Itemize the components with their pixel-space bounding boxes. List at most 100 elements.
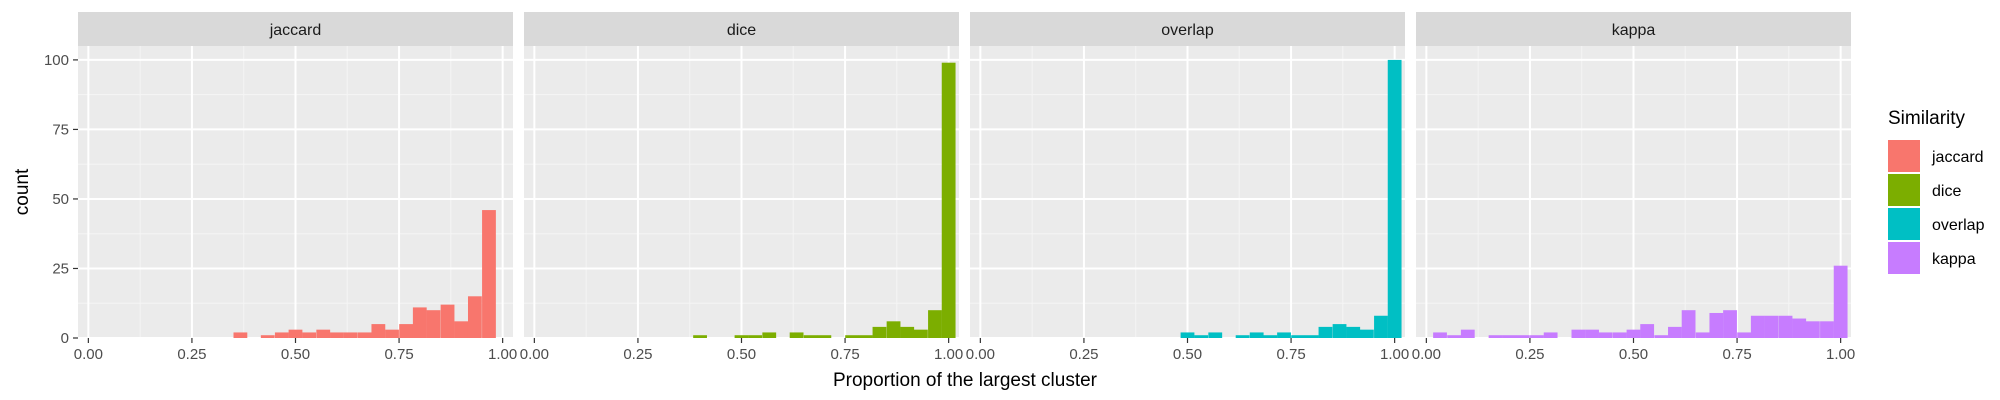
histogram-bar	[1640, 324, 1655, 338]
facet-strip-label: jaccard	[269, 22, 322, 39]
histogram-bar	[693, 335, 707, 338]
legend-key-dice	[1888, 174, 1920, 206]
histogram-bar	[803, 335, 818, 338]
histogram-bar	[233, 332, 248, 338]
histogram-bar	[1263, 335, 1278, 338]
x-tick-label: 1.00	[488, 346, 517, 363]
histogram-bar	[1737, 332, 1752, 338]
y-tick-label: 0	[61, 330, 69, 347]
histogram-bar	[1792, 318, 1807, 338]
histogram-bar	[440, 304, 455, 338]
histogram-bar	[900, 326, 915, 338]
histogram-bar	[734, 335, 749, 338]
histogram-bar	[1180, 332, 1195, 338]
histogram-bar	[454, 321, 469, 338]
histogram-bar	[1208, 332, 1223, 338]
histogram-bar	[399, 324, 414, 338]
histogram-bar	[274, 332, 289, 338]
histogram-bar	[1778, 315, 1793, 338]
facet-panel-jaccard: jaccard 0.00 0.25 0.50 0.75 1.00	[74, 12, 517, 363]
facet-panel-dice: dice 0.00 0.25 0.50 0.75 1.00	[520, 12, 963, 363]
histogram-bar	[1194, 335, 1209, 338]
legend-label-overlap: overlap	[1932, 217, 1985, 234]
facet-panel-kappa: kappa 0.00 0.25 0.50 0.75 1.00	[1412, 12, 1855, 363]
histogram-bar	[302, 332, 317, 338]
histogram-bar	[1277, 332, 1291, 338]
facet-strip-label: dice	[727, 22, 756, 39]
histogram-bar	[858, 335, 873, 338]
histogram-bar	[1318, 326, 1333, 338]
facet-strip	[78, 12, 513, 46]
histogram-bar	[1433, 332, 1447, 338]
histogram-bar	[1833, 265, 1848, 338]
x-tick-label: 1.00	[1826, 346, 1855, 363]
histogram-bar	[1764, 315, 1779, 338]
y-axis: 0 25 50 75 100	[44, 52, 78, 347]
y-tick-label: 100	[44, 52, 69, 69]
histogram-bar	[913, 329, 928, 338]
histogram-bar	[1820, 321, 1834, 338]
histogram-bar	[1346, 326, 1361, 338]
histogram-bar	[426, 310, 441, 338]
histogram-bar	[1571, 329, 1586, 338]
x-tick-label: 0.00	[966, 346, 995, 363]
legend-key-jaccard	[1888, 140, 1920, 172]
facet-strip	[970, 12, 1405, 46]
histogram-bar	[1805, 321, 1820, 338]
histogram-bar	[1291, 335, 1306, 338]
histogram-bar	[1543, 332, 1558, 338]
x-tick-label: 0.25	[177, 346, 206, 363]
histogram-bar	[1750, 315, 1765, 338]
facet-strip-label: kappa	[1612, 22, 1656, 39]
x-tick-label: 0.00	[520, 346, 549, 363]
histogram-bar	[467, 296, 482, 338]
histogram-bar	[1332, 324, 1347, 338]
x-tick-label: 0.75	[1722, 346, 1751, 363]
histogram-bar	[789, 332, 804, 338]
histogram-bar	[260, 335, 275, 338]
histogram-bar	[817, 335, 832, 338]
histogram-bar	[1654, 335, 1669, 338]
x-tick-label: 0.75	[1276, 346, 1305, 363]
x-tick-label: 0.25	[1069, 346, 1098, 363]
x-tick-label: 0.75	[384, 346, 413, 363]
legend-key-overlap	[1888, 208, 1920, 240]
x-tick-label: 0.75	[830, 346, 859, 363]
histogram-bar	[1530, 335, 1544, 338]
facet-panel-overlap: overlap 0.00 0.25 0.50 0.75 1.00	[966, 12, 1409, 363]
legend-label-kappa: kappa	[1932, 251, 1976, 268]
histogram-bar	[762, 332, 777, 338]
x-tick-label: 1.00	[1380, 346, 1409, 363]
histogram-bar	[288, 329, 303, 338]
histogram-bar	[1709, 312, 1724, 338]
facet-strip	[1416, 12, 1851, 46]
histogram-bar	[412, 307, 427, 338]
histogram-bar	[1723, 310, 1737, 338]
histogram-bar	[1668, 326, 1682, 338]
histogram-bar	[1304, 335, 1319, 338]
legend: Similarity jaccard dice overlap kappa	[1888, 108, 1985, 274]
histogram-bar	[482, 210, 496, 338]
facet-panels: jaccard 0.00 0.25 0.50 0.75 1.00 dice 0.00 0.25 0…	[74, 12, 1855, 363]
histogram-bar	[1598, 332, 1613, 338]
histogram-bar	[385, 329, 399, 338]
y-tick-label: 75	[52, 121, 69, 138]
histogram-bar	[748, 335, 763, 338]
y-tick-label: 50	[52, 191, 69, 208]
x-tick-label: 0.50	[727, 346, 756, 363]
histogram-bar	[1515, 335, 1530, 338]
histogram-bar	[343, 332, 358, 338]
histogram-bar	[845, 335, 860, 338]
facet-strip-label: overlap	[1161, 22, 1214, 39]
histogram-bar	[1460, 329, 1475, 338]
histogram-bar	[872, 326, 887, 338]
histogram-bar	[1387, 59, 1402, 339]
x-tick-label: 0.25	[1515, 346, 1544, 363]
x-axis-title: Proportion of the largest cluster	[833, 370, 1098, 391]
x-tick-label: 0.25	[623, 346, 652, 363]
histogram-bar	[886, 321, 901, 338]
legend-label-dice: dice	[1932, 183, 1961, 200]
x-tick-label: 0.00	[74, 346, 103, 363]
histogram-bar	[928, 310, 942, 338]
histogram-bar	[1612, 332, 1627, 338]
